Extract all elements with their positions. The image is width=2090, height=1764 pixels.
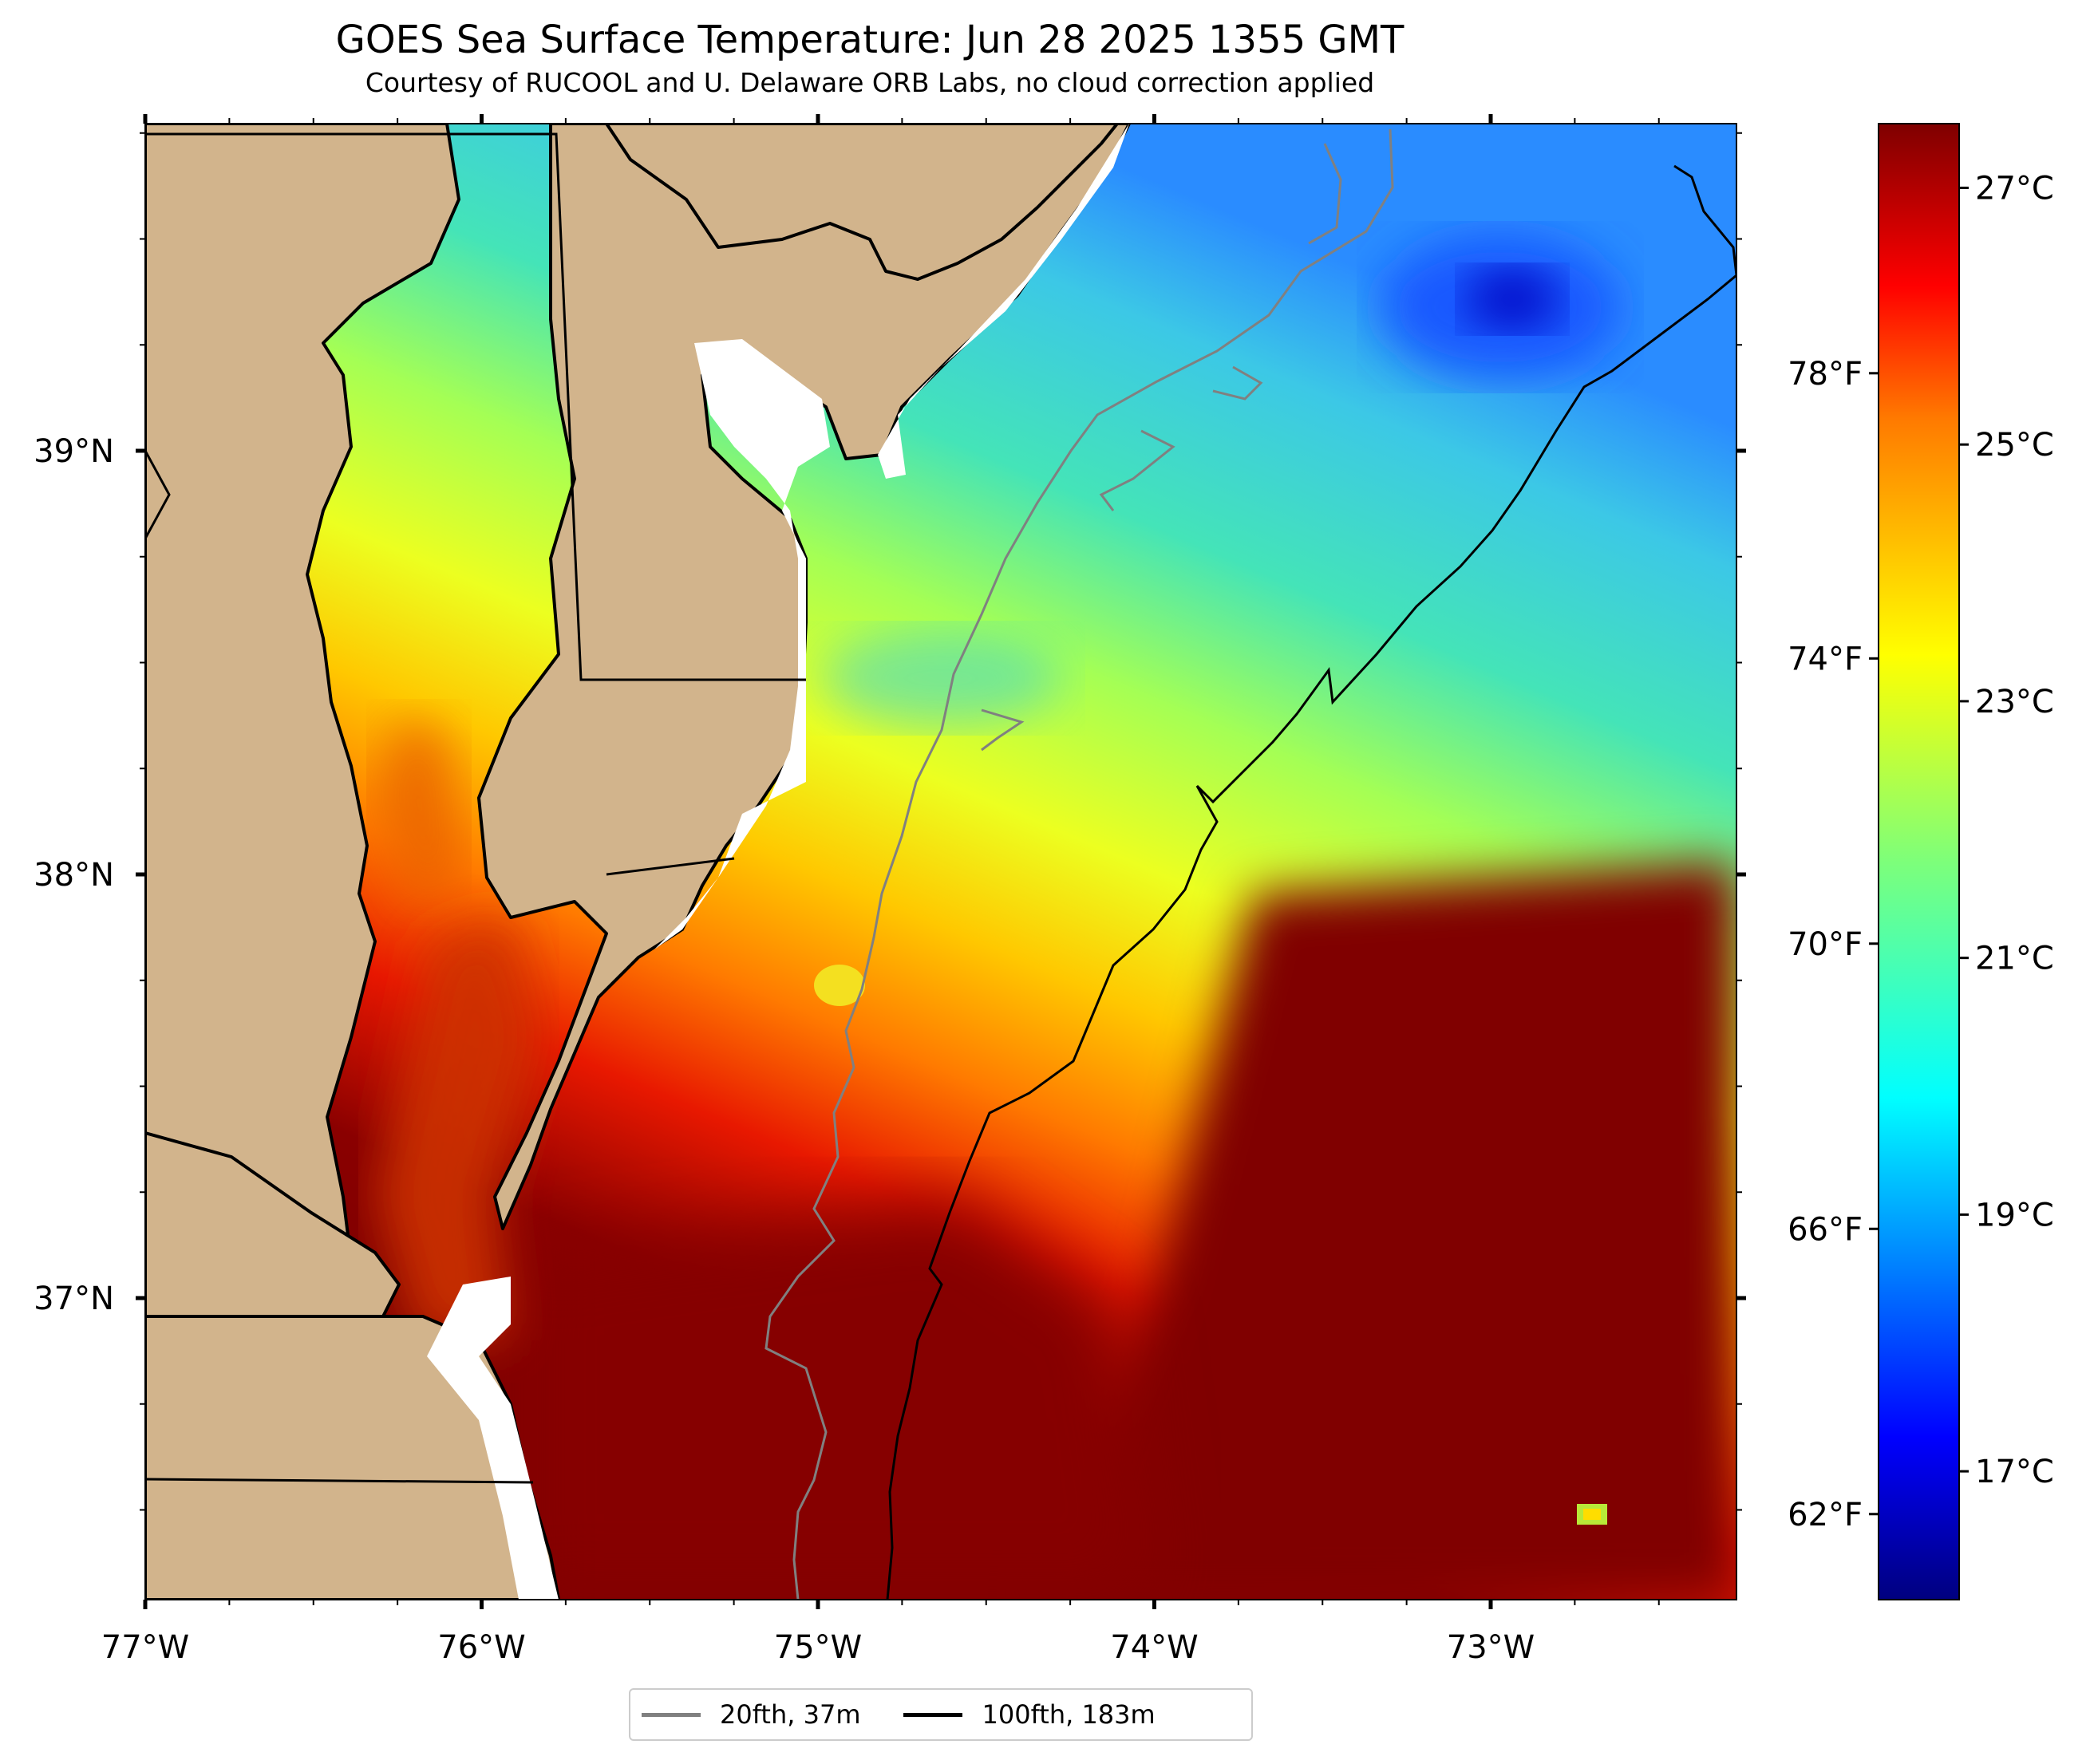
colorbar-c-label: 19°C [1975,1197,2054,1233]
axis-ticks [136,114,1746,1609]
axis-tick-labels: 77°W 76°W 75°W 74°W 73°W 39°N 38°N 37°N [34,433,1535,1666]
colorbar-ticks: 27°C 25°C 23°C 21°C 19°C 17°C 78°F 74°F 70°F 66°F… [1788,170,2054,1533]
sst-map [145,124,1736,1600]
colorbar-c-label: 25°C [1975,427,2054,464]
x-tick-label: 75°W [774,1629,862,1666]
x-tick-label: 76°W [437,1629,525,1666]
colorbar-c-label: 21°C [1975,941,2054,977]
legend-label-20fth: 20fth, 37m [720,1699,861,1730]
gulf-stream-warm-core [1037,862,1736,1600]
bay-warm-water [375,918,543,1340]
warm-eddy-spot [814,965,865,1006]
y-tick-label: 37°N [34,1281,114,1317]
contour-20fth [764,128,1394,1600]
legend-swatch-20fth [642,1712,701,1717]
colorbar-c-label: 27°C [1975,170,2054,207]
legend-item-100fth: 100fth, 183m [903,1699,1156,1730]
new-jersey [605,124,1119,281]
colorbar-f-label: 66°F [1788,1211,1863,1248]
x-tick-label: 77°W [101,1629,189,1666]
state-boundaries [145,132,806,1484]
colorbar-f-label: 70°F [1788,926,1863,963]
legend-label-100fth: 100fth, 183m [982,1699,1156,1730]
colorbar-f-label: 78°F [1788,356,1863,393]
legend-item-20fth: 20fth, 37m [642,1699,860,1730]
western-shore [145,124,460,1318]
colorbar-f-label: 62°F [1788,1497,1863,1533]
legend: 20fth, 37m 100fth, 183m [629,1688,1253,1741]
y-tick-label: 39°N [34,433,114,470]
y-tick-label: 38°N [34,857,114,894]
nodata-shore [427,124,1129,1600]
delmarva-peninsula [477,124,1131,1230]
map-title: GOES Sea Surface Temperature: Jun 28 202… [335,18,1405,62]
contours [764,128,1736,1600]
legend-swatch-100fth [903,1712,963,1717]
map-subtitle: Courtesy of RUCOOL and U. Delaware ORB L… [365,67,1375,98]
contour-100fth [886,164,1736,1600]
cool-patch-shelf [822,630,1061,726]
x-tick-label: 73°W [1447,1629,1535,1666]
colorbar [1878,123,1960,1600]
colorbar-f-label: 74°F [1788,641,1863,677]
map-frame [144,123,1737,1600]
x-tick-label: 74°W [1110,1629,1198,1666]
colorbar-c-label: 17°C [1975,1454,2054,1490]
colorbar-c-label: 23°C [1975,684,2054,720]
